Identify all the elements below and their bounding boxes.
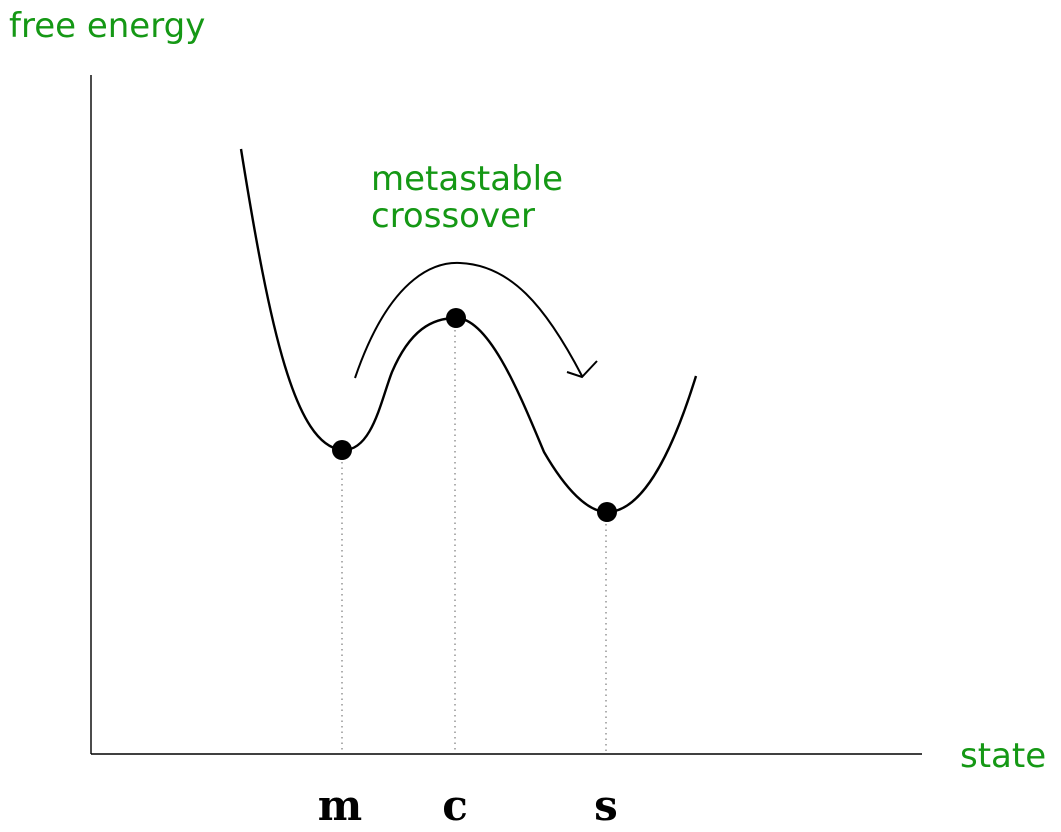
annotation-line-1: metastable xyxy=(371,159,563,199)
point-s xyxy=(597,502,617,522)
arrowhead-icon xyxy=(566,360,598,379)
x-axis-label: state xyxy=(960,736,1046,776)
point-m xyxy=(332,440,352,460)
crossover-arrow xyxy=(354,261,583,379)
state-label-m: m xyxy=(318,781,362,830)
state-label-c: c xyxy=(442,781,468,830)
state-label-s: s xyxy=(594,781,618,830)
y-axis-label: free energy xyxy=(9,6,205,46)
annotation-line-2: crossover xyxy=(371,196,535,236)
point-c xyxy=(446,308,466,328)
